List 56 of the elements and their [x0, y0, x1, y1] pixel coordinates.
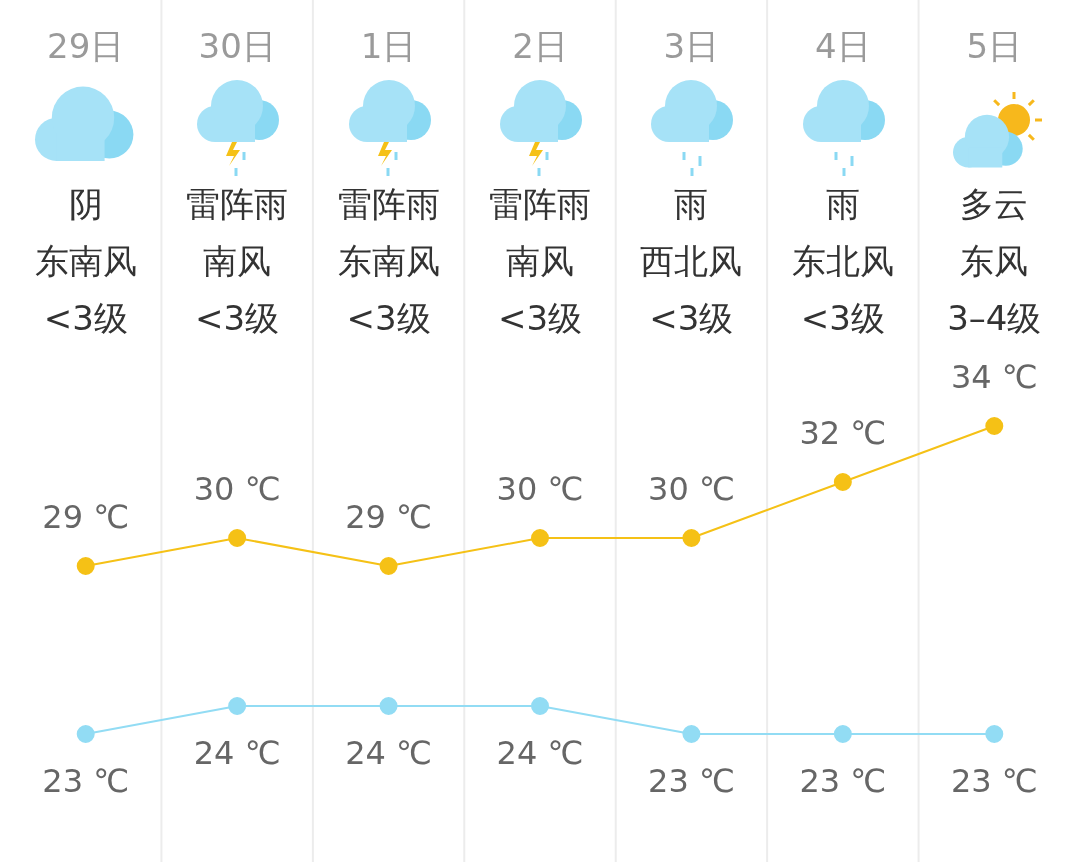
point: [379, 697, 398, 715]
text: 东南风: [34, 241, 137, 281]
data-label: 23 ℃: [42, 762, 130, 801]
text: 东南风: [337, 241, 440, 281]
text: 西北风: [640, 241, 743, 281]
point: [76, 557, 95, 575]
data-label: 23 ℃: [799, 762, 887, 801]
point: [76, 725, 95, 743]
x-tick-label: 4日: [815, 26, 871, 66]
text: 多云: [960, 184, 1029, 224]
x-tick-label: 2日: [512, 26, 568, 66]
x-tick-label: 30日: [198, 26, 276, 66]
data-label: 24 ℃: [496, 734, 584, 773]
point: [682, 529, 701, 547]
point: [228, 697, 247, 715]
point: [833, 473, 852, 491]
point: [985, 417, 1004, 435]
point: [531, 697, 549, 715]
text: <3级: [43, 298, 128, 338]
data-label: 29 ℃: [42, 498, 130, 537]
text: 东北风: [791, 241, 894, 281]
point: [228, 529, 247, 547]
data-label: 30 ℃: [496, 470, 584, 509]
data-label: 30 ℃: [193, 470, 281, 509]
text: 阴: [68, 184, 103, 224]
data-label: 23 ℃: [648, 762, 735, 801]
data-label: 23 ℃: [950, 762, 1038, 801]
x-tick-label: 29日: [47, 26, 125, 66]
point: [531, 529, 549, 547]
text: 雷阵雨: [186, 184, 289, 224]
text: 3–4级: [947, 298, 1042, 338]
text: 雷阵雨: [337, 184, 440, 224]
point: [985, 725, 1004, 743]
text: <3级: [649, 298, 734, 338]
text: 雨: [674, 184, 709, 224]
text: 东风: [960, 241, 1029, 281]
text: 雷阵雨: [489, 184, 591, 224]
text: 南风: [506, 241, 574, 281]
point: [833, 725, 852, 743]
x-tick-label: 5日: [966, 26, 1023, 66]
text: <3级: [497, 298, 583, 338]
x-tick-label: 3日: [663, 26, 720, 66]
text: 雨: [825, 184, 860, 224]
text: <3级: [195, 298, 280, 338]
text: 南风: [203, 241, 272, 281]
point: [682, 725, 701, 743]
data-label: 24 ℃: [345, 734, 432, 773]
data-label: 29 ℃: [345, 498, 432, 537]
point: [379, 557, 398, 575]
x-tick-label: 1日: [360, 26, 417, 66]
data-label: 30 ℃: [648, 470, 735, 509]
text: <3级: [346, 298, 431, 338]
data-label: 32 ℃: [799, 414, 887, 453]
data-label: 34 ℃: [950, 358, 1038, 397]
data-label: 24 ℃: [193, 734, 281, 773]
text: <3级: [800, 298, 885, 338]
